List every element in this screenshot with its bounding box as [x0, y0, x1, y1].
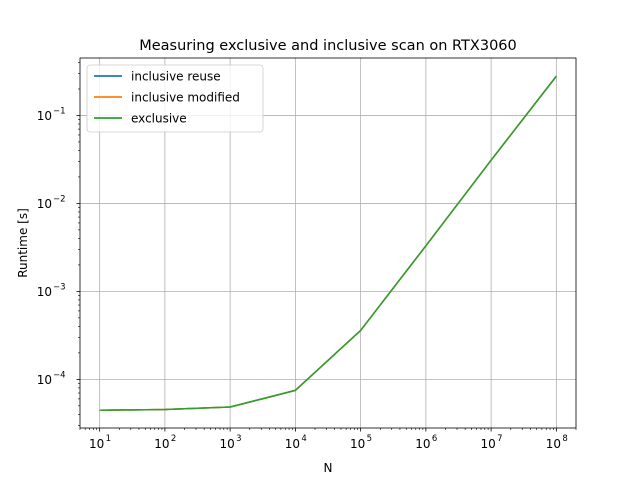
series-lines: [99, 75, 557, 412]
x-tick-exponent: 1: [106, 434, 111, 444]
legend-label: inclusive modified: [131, 91, 240, 105]
x-tick-label: 10: [350, 437, 365, 451]
y-tick-exponent: −4: [53, 370, 66, 380]
y-axis-label: Runtime [s]: [16, 208, 30, 278]
axis-ticks: 10 1 10 2 10 3 10 4 10 5 10 6 10 7 10 810 −410 −310 −210 −1: [37, 62, 577, 451]
x-tick-label: 10: [480, 437, 495, 451]
legend-box: [86, 64, 264, 133]
y-tick-label: 10: [37, 109, 52, 123]
x-tick-label: 10: [154, 437, 169, 451]
x-axis-label: N: [324, 461, 333, 475]
y-tick-exponent: −3: [53, 282, 66, 292]
x-tick-exponent: 8: [562, 434, 567, 444]
x-tick-exponent: 2: [171, 434, 176, 444]
legend-label: inclusive reuse: [131, 70, 221, 84]
x-tick-label: 10: [546, 437, 561, 451]
x-tick-label: 10: [415, 437, 430, 451]
x-tick-exponent: 3: [236, 434, 241, 444]
x-tick-exponent: 6: [432, 434, 437, 444]
legend: inclusive reuse inclusive modified exclusi…: [86, 64, 264, 133]
x-tick-exponent: 5: [367, 434, 372, 444]
y-tick-exponent: −2: [53, 194, 66, 204]
x-tick-label: 10: [89, 437, 104, 451]
y-tick-label: 10: [37, 197, 52, 211]
series-line: [99, 75, 557, 412]
y-tick-label: 10: [37, 285, 52, 299]
x-tick-label: 10: [219, 437, 234, 451]
chart-title: Measuring exclusive and inclusive scan o…: [139, 38, 517, 54]
x-tick-label: 10: [285, 437, 300, 451]
x-tick-exponent: 4: [301, 434, 306, 444]
plot-frame: [79, 57, 577, 429]
y-tick-label: 10: [37, 373, 52, 387]
legend-label: exclusive: [131, 112, 187, 126]
x-tick-exponent: 7: [497, 434, 502, 444]
y-tick-exponent: −1: [53, 106, 66, 116]
